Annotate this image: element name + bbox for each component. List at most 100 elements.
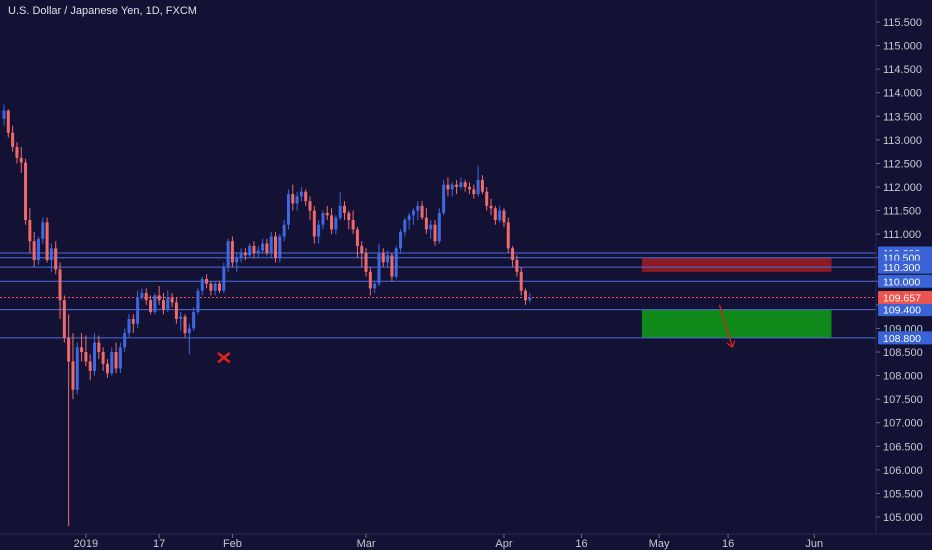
candle-body xyxy=(437,212,441,242)
candle-body xyxy=(118,347,122,369)
candle xyxy=(368,267,372,296)
candle-body xyxy=(286,194,290,225)
candle xyxy=(390,253,394,282)
candle-body xyxy=(330,215,334,230)
time-tick-label: 16 xyxy=(575,538,587,550)
candle xyxy=(252,241,256,258)
candle-body xyxy=(312,210,316,237)
candle xyxy=(312,205,316,244)
candle xyxy=(243,248,247,261)
price-tick-label: 113.500 xyxy=(883,111,922,123)
candle xyxy=(282,220,286,242)
price-tick-label: 106.500 xyxy=(883,441,923,453)
price-tick-label: 111.500 xyxy=(883,206,921,218)
candle xyxy=(334,215,338,235)
candle-body xyxy=(476,179,480,195)
candle-body xyxy=(325,212,329,216)
candle xyxy=(179,311,183,331)
candle xyxy=(248,243,252,258)
candle xyxy=(459,177,463,190)
price-tick-label: 108.000 xyxy=(883,371,923,383)
candle xyxy=(437,208,441,244)
candle xyxy=(149,295,153,315)
price-tick-label: 114.500 xyxy=(883,64,922,76)
candle-body xyxy=(80,347,84,353)
candle xyxy=(80,333,84,362)
candle-body xyxy=(489,205,493,209)
candle xyxy=(75,342,79,395)
candle xyxy=(11,125,15,152)
candle-body xyxy=(317,224,321,237)
candle xyxy=(524,288,528,305)
candle-body xyxy=(480,179,484,192)
current-price-label: 109.657 xyxy=(883,292,921,304)
candle xyxy=(485,187,489,211)
candle xyxy=(105,359,109,378)
candle-body xyxy=(140,293,144,298)
levels-layer xyxy=(0,252,876,339)
candle-body xyxy=(386,255,390,263)
candle-body xyxy=(429,224,433,230)
candle-body xyxy=(420,205,424,218)
candle xyxy=(338,191,342,221)
candle-body xyxy=(192,311,196,329)
candle xyxy=(278,234,282,263)
candle xyxy=(123,328,127,353)
candle xyxy=(114,342,118,374)
price-tick-label: 115.000 xyxy=(883,41,922,53)
price-tick-label: 108.500 xyxy=(883,347,923,359)
time-tick-label: Apr xyxy=(495,538,512,550)
candle-body xyxy=(360,245,364,254)
candle xyxy=(515,255,519,277)
candle xyxy=(455,179,459,195)
candle-body xyxy=(261,243,265,251)
candle-body xyxy=(196,290,200,312)
candle xyxy=(373,281,377,294)
candle-body xyxy=(342,205,346,213)
level-label-110.000: 110.000 xyxy=(883,276,920,288)
candle-body xyxy=(472,189,476,195)
time-axis[interactable]: 2019 17 Feb Mar Apr 16 May 16 Jun xyxy=(74,534,824,550)
candle xyxy=(15,142,19,164)
candle xyxy=(450,182,454,197)
candle xyxy=(399,229,403,254)
candle xyxy=(222,262,226,294)
candle xyxy=(299,187,303,202)
candle-body xyxy=(295,196,299,204)
candle-body xyxy=(97,342,101,353)
candle xyxy=(196,288,200,315)
candle xyxy=(45,217,49,263)
candle-body xyxy=(299,191,303,197)
candle xyxy=(192,307,196,331)
candle-body xyxy=(467,187,471,190)
candle xyxy=(2,104,6,126)
candle-body xyxy=(403,220,407,232)
candle-body xyxy=(88,361,92,371)
time-tick-label: Mar xyxy=(357,538,376,550)
candle-body xyxy=(58,269,62,301)
candle-body xyxy=(282,224,286,237)
zones-layer xyxy=(641,257,832,338)
candle-body xyxy=(235,257,239,263)
candle xyxy=(136,290,140,329)
candle xyxy=(424,208,428,235)
chart-title: U.S. Dollar / Japanese Yen, 1D, FXCM xyxy=(8,5,197,17)
price-tick-label: 114.000 xyxy=(883,88,922,100)
candle xyxy=(187,323,191,355)
candle xyxy=(381,248,385,268)
candle xyxy=(386,250,390,268)
candle-body xyxy=(161,300,165,310)
candle-body xyxy=(442,184,446,213)
candle-body xyxy=(174,302,178,320)
candle xyxy=(442,179,446,216)
candle xyxy=(446,177,450,197)
candle-body xyxy=(218,283,221,291)
candle xyxy=(325,205,329,221)
candle xyxy=(226,238,230,272)
level-label-109.400: 109.400 xyxy=(883,305,921,317)
candle-body xyxy=(67,337,71,362)
candle xyxy=(24,158,28,225)
down-arrow-head xyxy=(726,342,733,348)
candle-body xyxy=(131,319,135,324)
candle-body xyxy=(524,290,528,301)
